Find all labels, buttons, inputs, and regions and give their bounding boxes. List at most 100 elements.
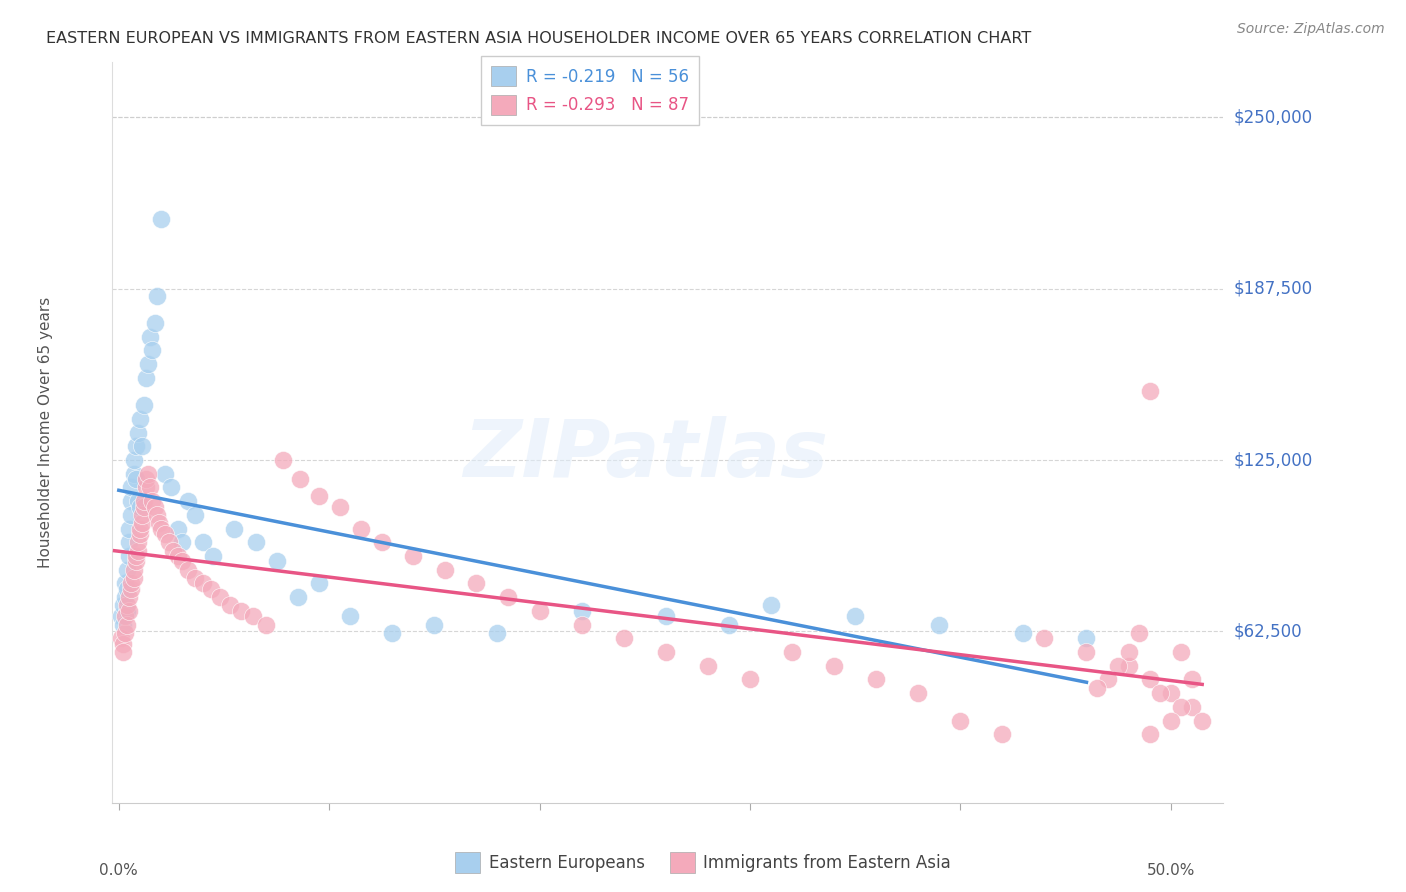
Legend: R = -0.219   N = 56, R = -0.293   N = 87: R = -0.219 N = 56, R = -0.293 N = 87 [481,56,699,125]
Point [128,412,150,426]
Point [245,535,267,549]
Point [1139,384,1161,399]
Point [118,535,141,549]
Point [1139,673,1161,687]
Point [183,571,205,585]
Text: Source: ZipAtlas.com: Source: ZipAtlas.com [1237,22,1385,37]
Point [136,467,159,481]
Point [131,516,153,530]
Point [115,604,138,618]
Point [191,576,214,591]
Point [118,590,141,604]
Point [118,604,141,618]
Text: 50.0%: 50.0% [1146,863,1195,878]
Point [402,549,425,563]
Point [759,599,782,613]
Point [149,522,172,536]
Point [202,549,225,563]
Point [308,576,330,591]
Point [717,617,740,632]
Point [143,316,166,330]
Text: $187,500: $187,500 [1233,280,1313,298]
Point [143,500,166,514]
Point [381,625,404,640]
Point [153,467,176,481]
Point [1160,714,1182,728]
Point [128,500,150,514]
Point [1139,727,1161,741]
Point [132,494,155,508]
Point [131,439,153,453]
Point [124,472,146,486]
Point [928,617,950,632]
Point [287,590,309,604]
Point [486,625,509,640]
Point [1149,686,1171,700]
Point [613,632,636,646]
Text: ZIPatlas: ZIPatlas [463,416,828,494]
Point [111,617,134,632]
Text: $250,000: $250,000 [1233,108,1313,127]
Point [1181,673,1204,687]
Point [153,527,176,541]
Point [115,582,138,596]
Point [1097,673,1119,687]
Text: $125,000: $125,000 [1233,451,1313,469]
Point [139,480,162,494]
Point [145,508,167,522]
Point [114,625,136,640]
Point [135,480,157,494]
Point [122,563,145,577]
Point [127,494,149,508]
Point [166,549,188,563]
Point [111,599,134,613]
Text: Householder Income Over 65 years: Householder Income Over 65 years [38,297,53,568]
Point [219,599,242,613]
Point [114,576,136,591]
Legend: Eastern Europeans, Immigrants from Eastern Asia: Eastern Europeans, Immigrants from Easte… [449,846,957,880]
Point [655,645,678,659]
Point [149,211,172,226]
Text: $62,500: $62,500 [1233,623,1302,640]
Point [1170,699,1192,714]
Point [124,554,146,568]
Point [254,617,277,632]
Point [115,599,138,613]
Point [423,617,446,632]
Point [224,522,246,536]
Point [120,508,142,522]
Point [136,357,159,371]
Point [288,472,311,486]
Point [308,489,330,503]
Point [170,535,193,549]
Point [780,645,803,659]
Point [145,288,167,302]
Point [135,371,157,385]
Point [907,686,929,700]
Point [655,609,678,624]
Point [738,673,761,687]
Point [183,508,205,522]
Point [157,535,180,549]
Point [114,590,136,604]
Point [132,398,155,412]
Point [823,658,845,673]
Point [529,604,551,618]
Point [229,604,252,618]
Point [132,500,155,514]
Point [111,645,134,659]
Point [124,439,146,453]
Point [1118,658,1140,673]
Point [329,500,352,514]
Point [128,522,150,536]
Text: 0.0%: 0.0% [100,863,138,878]
Point [1076,632,1098,646]
Point [496,590,519,604]
Point [139,329,162,343]
Point [208,590,231,604]
Point [1160,686,1182,700]
Point [465,576,488,591]
Point [127,535,149,549]
Point [242,609,264,624]
Point [120,480,142,494]
